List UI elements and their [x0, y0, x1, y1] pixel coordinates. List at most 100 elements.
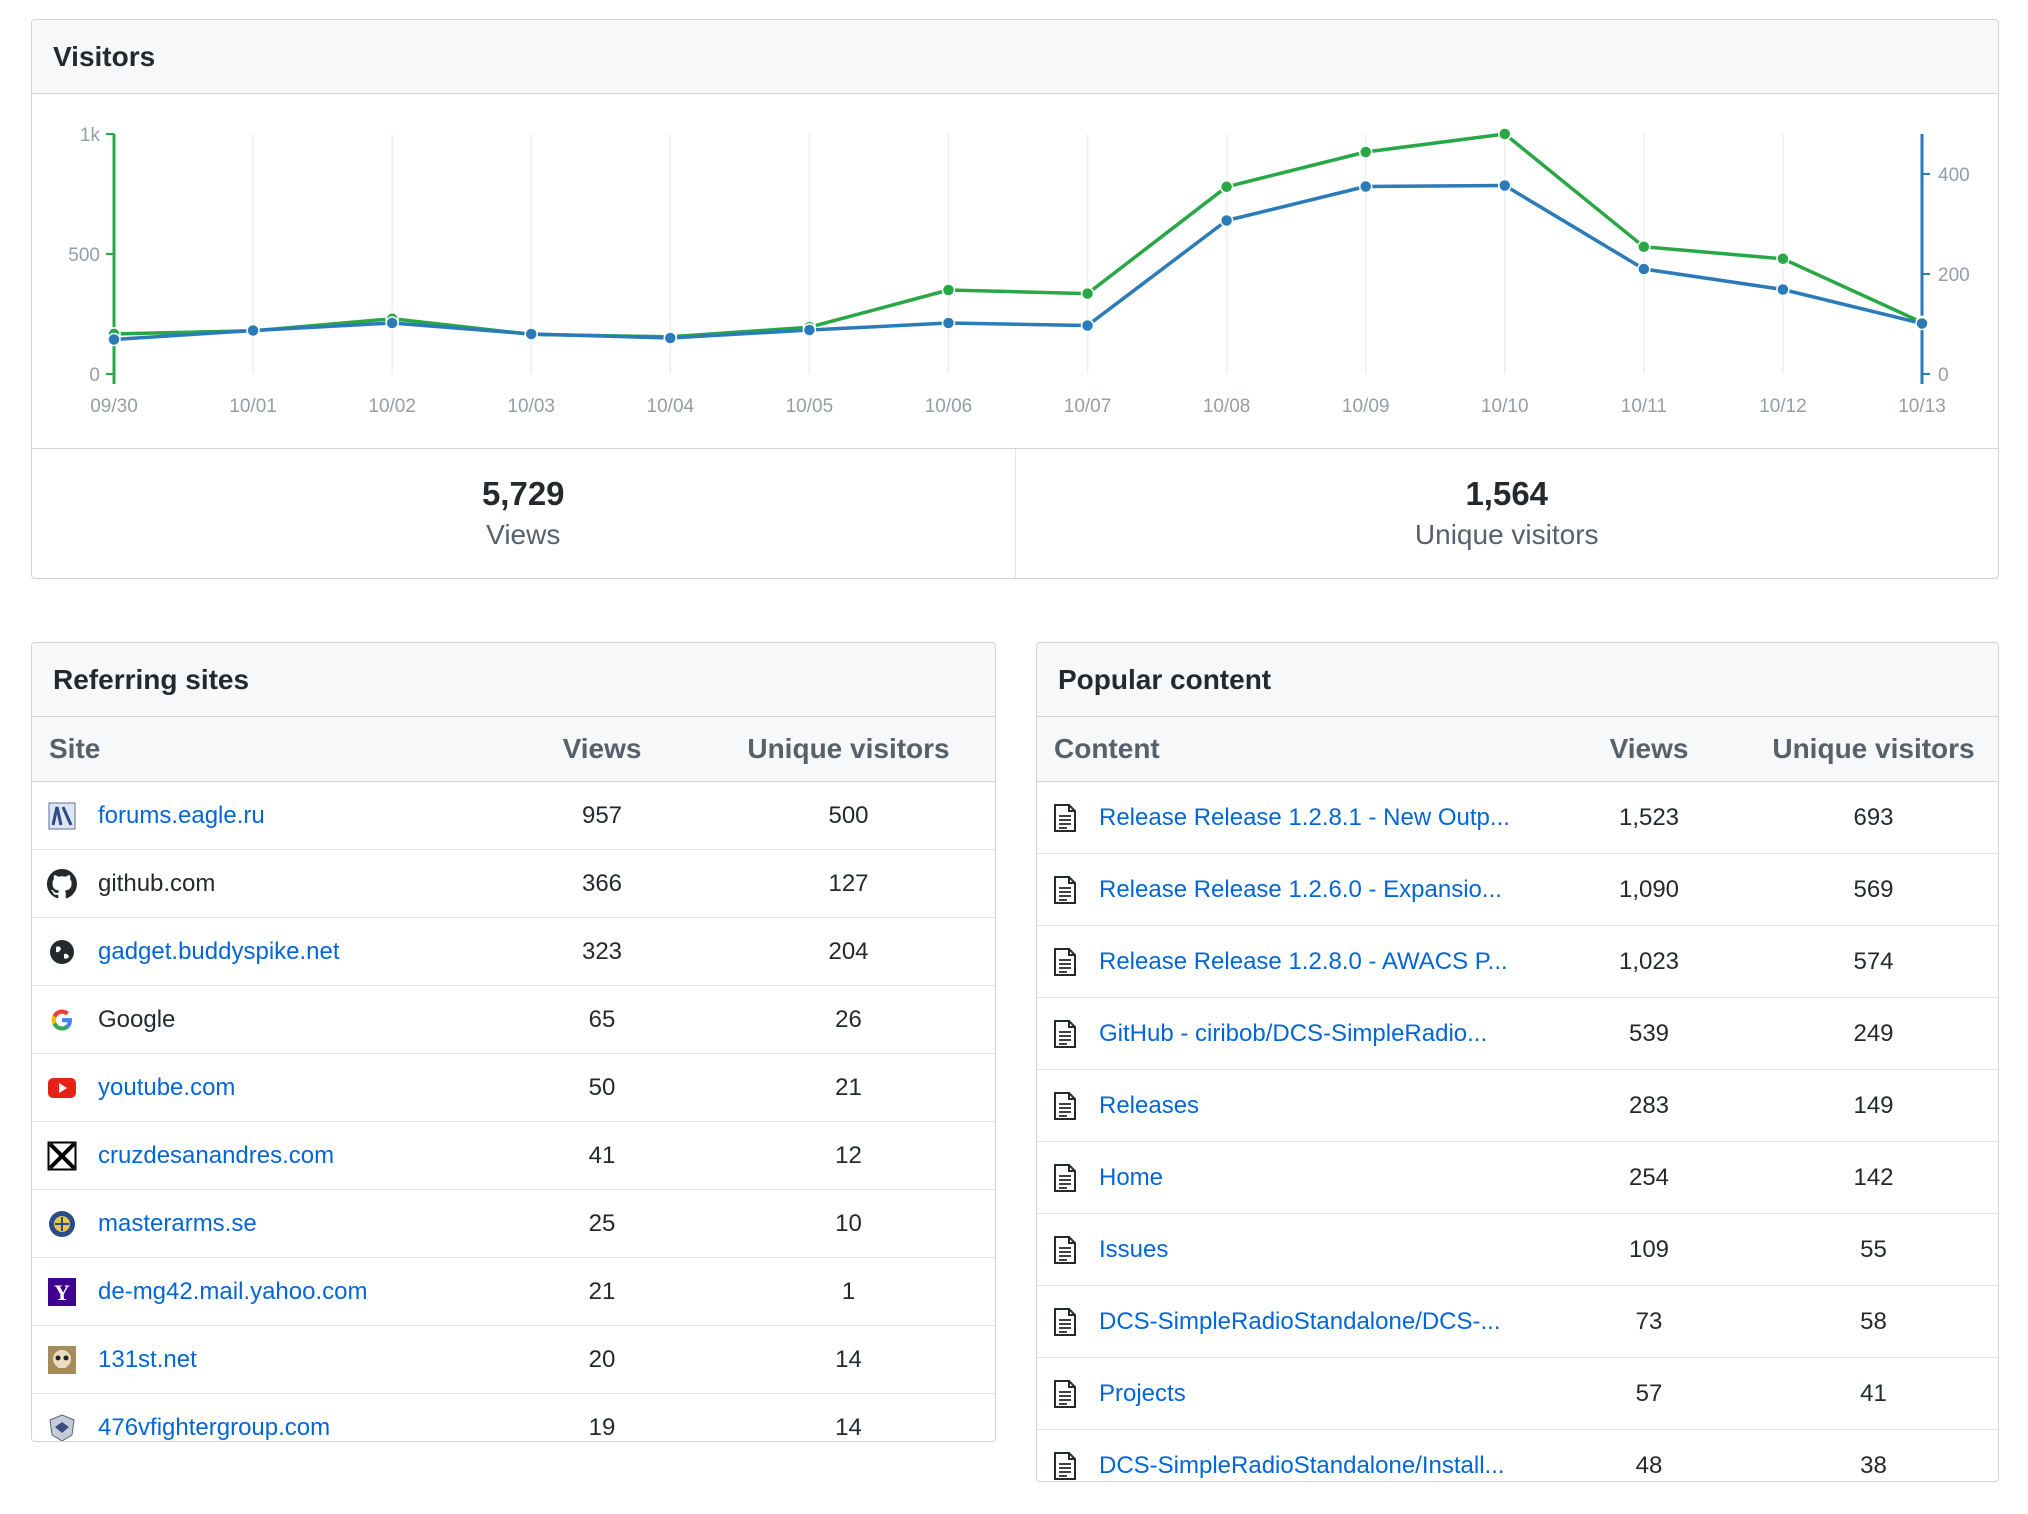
youtube-icon	[47, 1073, 77, 1103]
table-row: Google 65 26	[32, 985, 995, 1054]
content-link[interactable]: Release Release 1.2.8.0 - AWACS P...	[1099, 947, 1508, 975]
unique-cell: 10	[702, 1189, 995, 1258]
data-point	[1358, 179, 1373, 194]
col-header-unique: Unique visitors	[1749, 717, 1998, 782]
site-cell: cruzdesanandres.com	[32, 1121, 502, 1190]
data-point	[385, 316, 399, 330]
unique-cell: 127	[702, 849, 995, 918]
data-point	[1080, 286, 1095, 301]
popular-content-panel: Popular content Content Views Unique vis…	[1036, 642, 1999, 1482]
content-link[interactable]: DCS-SimpleRadioStandalone/Install...	[1099, 1451, 1505, 1479]
unique-summary: 1,564 Unique visitors	[1014, 449, 1999, 578]
total-views-label: Views	[486, 518, 561, 550]
popular-content-table: Content Views Unique visitors Release Re…	[1037, 717, 1998, 1481]
table-row: Home 254 142	[1037, 1141, 1998, 1214]
col-header-unique: Unique visitors	[702, 717, 995, 782]
content-cell: GitHub - ciribob/DCS-SimpleRadio...	[1037, 997, 1549, 1070]
table-row: youtube.com 50 21	[32, 1053, 995, 1122]
emblem-icon	[47, 1209, 77, 1239]
views-cell: 21	[502, 1257, 702, 1326]
site-link[interactable]: cruzdesanandres.com	[98, 1141, 335, 1169]
table-header-row: Site Views Unique visitors	[32, 717, 995, 782]
site-link[interactable]: 131st.net	[98, 1345, 197, 1373]
google-icon	[47, 1005, 77, 1035]
site-cell: 476vfightergroup.com	[32, 1393, 502, 1441]
table-row: DCS-SimpleRadioStandalone/Install... 48 38	[1037, 1429, 1998, 1481]
col-header-content: Content	[1037, 717, 1549, 782]
unique-cell: 26	[702, 985, 995, 1054]
site-link[interactable]: de-mg42.mail.yahoo.com	[98, 1277, 368, 1305]
yahoo-icon: Y	[47, 1277, 77, 1307]
data-point	[1498, 178, 1512, 193]
unique-cell: 149	[1749, 1069, 1998, 1142]
unique-cell: 14	[702, 1393, 995, 1441]
data-point	[246, 323, 260, 338]
data-point	[941, 316, 956, 330]
unique-cell: 249	[1749, 997, 1998, 1070]
views-cell: 539	[1549, 997, 1749, 1070]
site-link[interactable]: gadget.buddyspike.net	[98, 937, 340, 965]
table-row: masterarms.se 25 10	[32, 1189, 995, 1258]
table-row: Release Release 1.2.8.0 - AWACS P... 1,02…	[1037, 925, 1998, 998]
content-link[interactable]: Releases	[1099, 1091, 1200, 1119]
col-header-views: Views	[1549, 717, 1749, 782]
x-tick-label: 10/06	[925, 396, 973, 417]
site-link[interactable]: masterarms.se	[98, 1209, 257, 1237]
cross-icon	[47, 1141, 77, 1171]
unique-cell: 574	[1749, 925, 1998, 998]
file-icon	[1052, 1019, 1078, 1049]
content-link[interactable]: Projects	[1099, 1379, 1186, 1407]
views-cell: 366	[502, 849, 702, 918]
data-point	[1637, 262, 1651, 276]
content-link[interactable]: DCS-SimpleRadioStandalone/DCS-...	[1099, 1307, 1501, 1335]
unique-cell: 14	[702, 1325, 995, 1394]
views-cell: 957	[502, 781, 702, 850]
site-cell: forums.eagle.ru	[32, 781, 502, 850]
site-link: Google	[98, 1005, 176, 1033]
views-cell: 283	[1549, 1069, 1749, 1142]
site-link[interactable]: youtube.com	[98, 1073, 236, 1101]
views-cell: 25	[502, 1189, 702, 1258]
data-point	[1915, 316, 1929, 331]
table-row: forums.eagle.ru 957 500	[32, 781, 995, 850]
skull-icon	[47, 1345, 77, 1375]
site-cell: gadget.buddyspike.net	[32, 917, 502, 986]
total-views-count: 5,729	[481, 474, 565, 512]
visitors-title: Visitors	[32, 20, 1998, 94]
file-icon	[1052, 1307, 1078, 1337]
x-tick-label: 10/01	[229, 396, 277, 417]
left-tick-label: 0	[89, 365, 100, 386]
content-link[interactable]: Release Release 1.2.8.1 - New Outp...	[1099, 803, 1510, 831]
table-row: DCS-SimpleRadioStandalone/DCS-... 73 58	[1037, 1285, 1998, 1358]
table-row: gadget.buddyspike.net 323 204	[32, 917, 995, 986]
content-link[interactable]: GitHub - ciribob/DCS-SimpleRadio...	[1099, 1019, 1488, 1047]
site-cell: Google	[32, 985, 502, 1054]
table-row: Releases 283 149	[1037, 1069, 1998, 1142]
eagle-forum-icon	[47, 801, 77, 831]
right-tick-label: 0	[1938, 365, 1949, 386]
content-link[interactable]: Home	[1099, 1163, 1164, 1191]
referring-sites-table: Site Views Unique visitors forums.eagle.…	[32, 717, 995, 1441]
left-tick-label: 500	[68, 245, 100, 266]
x-tick-label: 10/12	[1759, 396, 1807, 417]
x-tick-label: 09/30	[90, 396, 138, 417]
svg-text:Y: Y	[54, 1280, 70, 1305]
data-point	[1219, 213, 1234, 228]
data-point	[663, 331, 678, 345]
views-cell: 1,023	[1549, 925, 1749, 998]
data-point	[802, 323, 817, 337]
referring-sites-title: Referring sites	[32, 643, 995, 717]
unique-cell: 569	[1749, 853, 1998, 926]
content-link[interactable]: Issues	[1099, 1235, 1169, 1263]
col-header-views: Views	[502, 717, 702, 782]
unique-cell: 142	[1749, 1141, 1998, 1214]
unique-cell: 500	[702, 781, 995, 850]
unique-cell: 693	[1749, 781, 1998, 854]
file-icon	[1052, 947, 1078, 977]
views-cell: 48	[1549, 1429, 1749, 1481]
visitors-summary: 5,729 Views 1,564 Unique visitors	[32, 448, 1998, 578]
content-link[interactable]: Release Release 1.2.6.0 - Expansio...	[1099, 875, 1502, 903]
site-link[interactable]: forums.eagle.ru	[98, 801, 265, 829]
site-link[interactable]: 476vfightergroup.com	[98, 1413, 331, 1441]
views-cell: 65	[502, 985, 702, 1054]
